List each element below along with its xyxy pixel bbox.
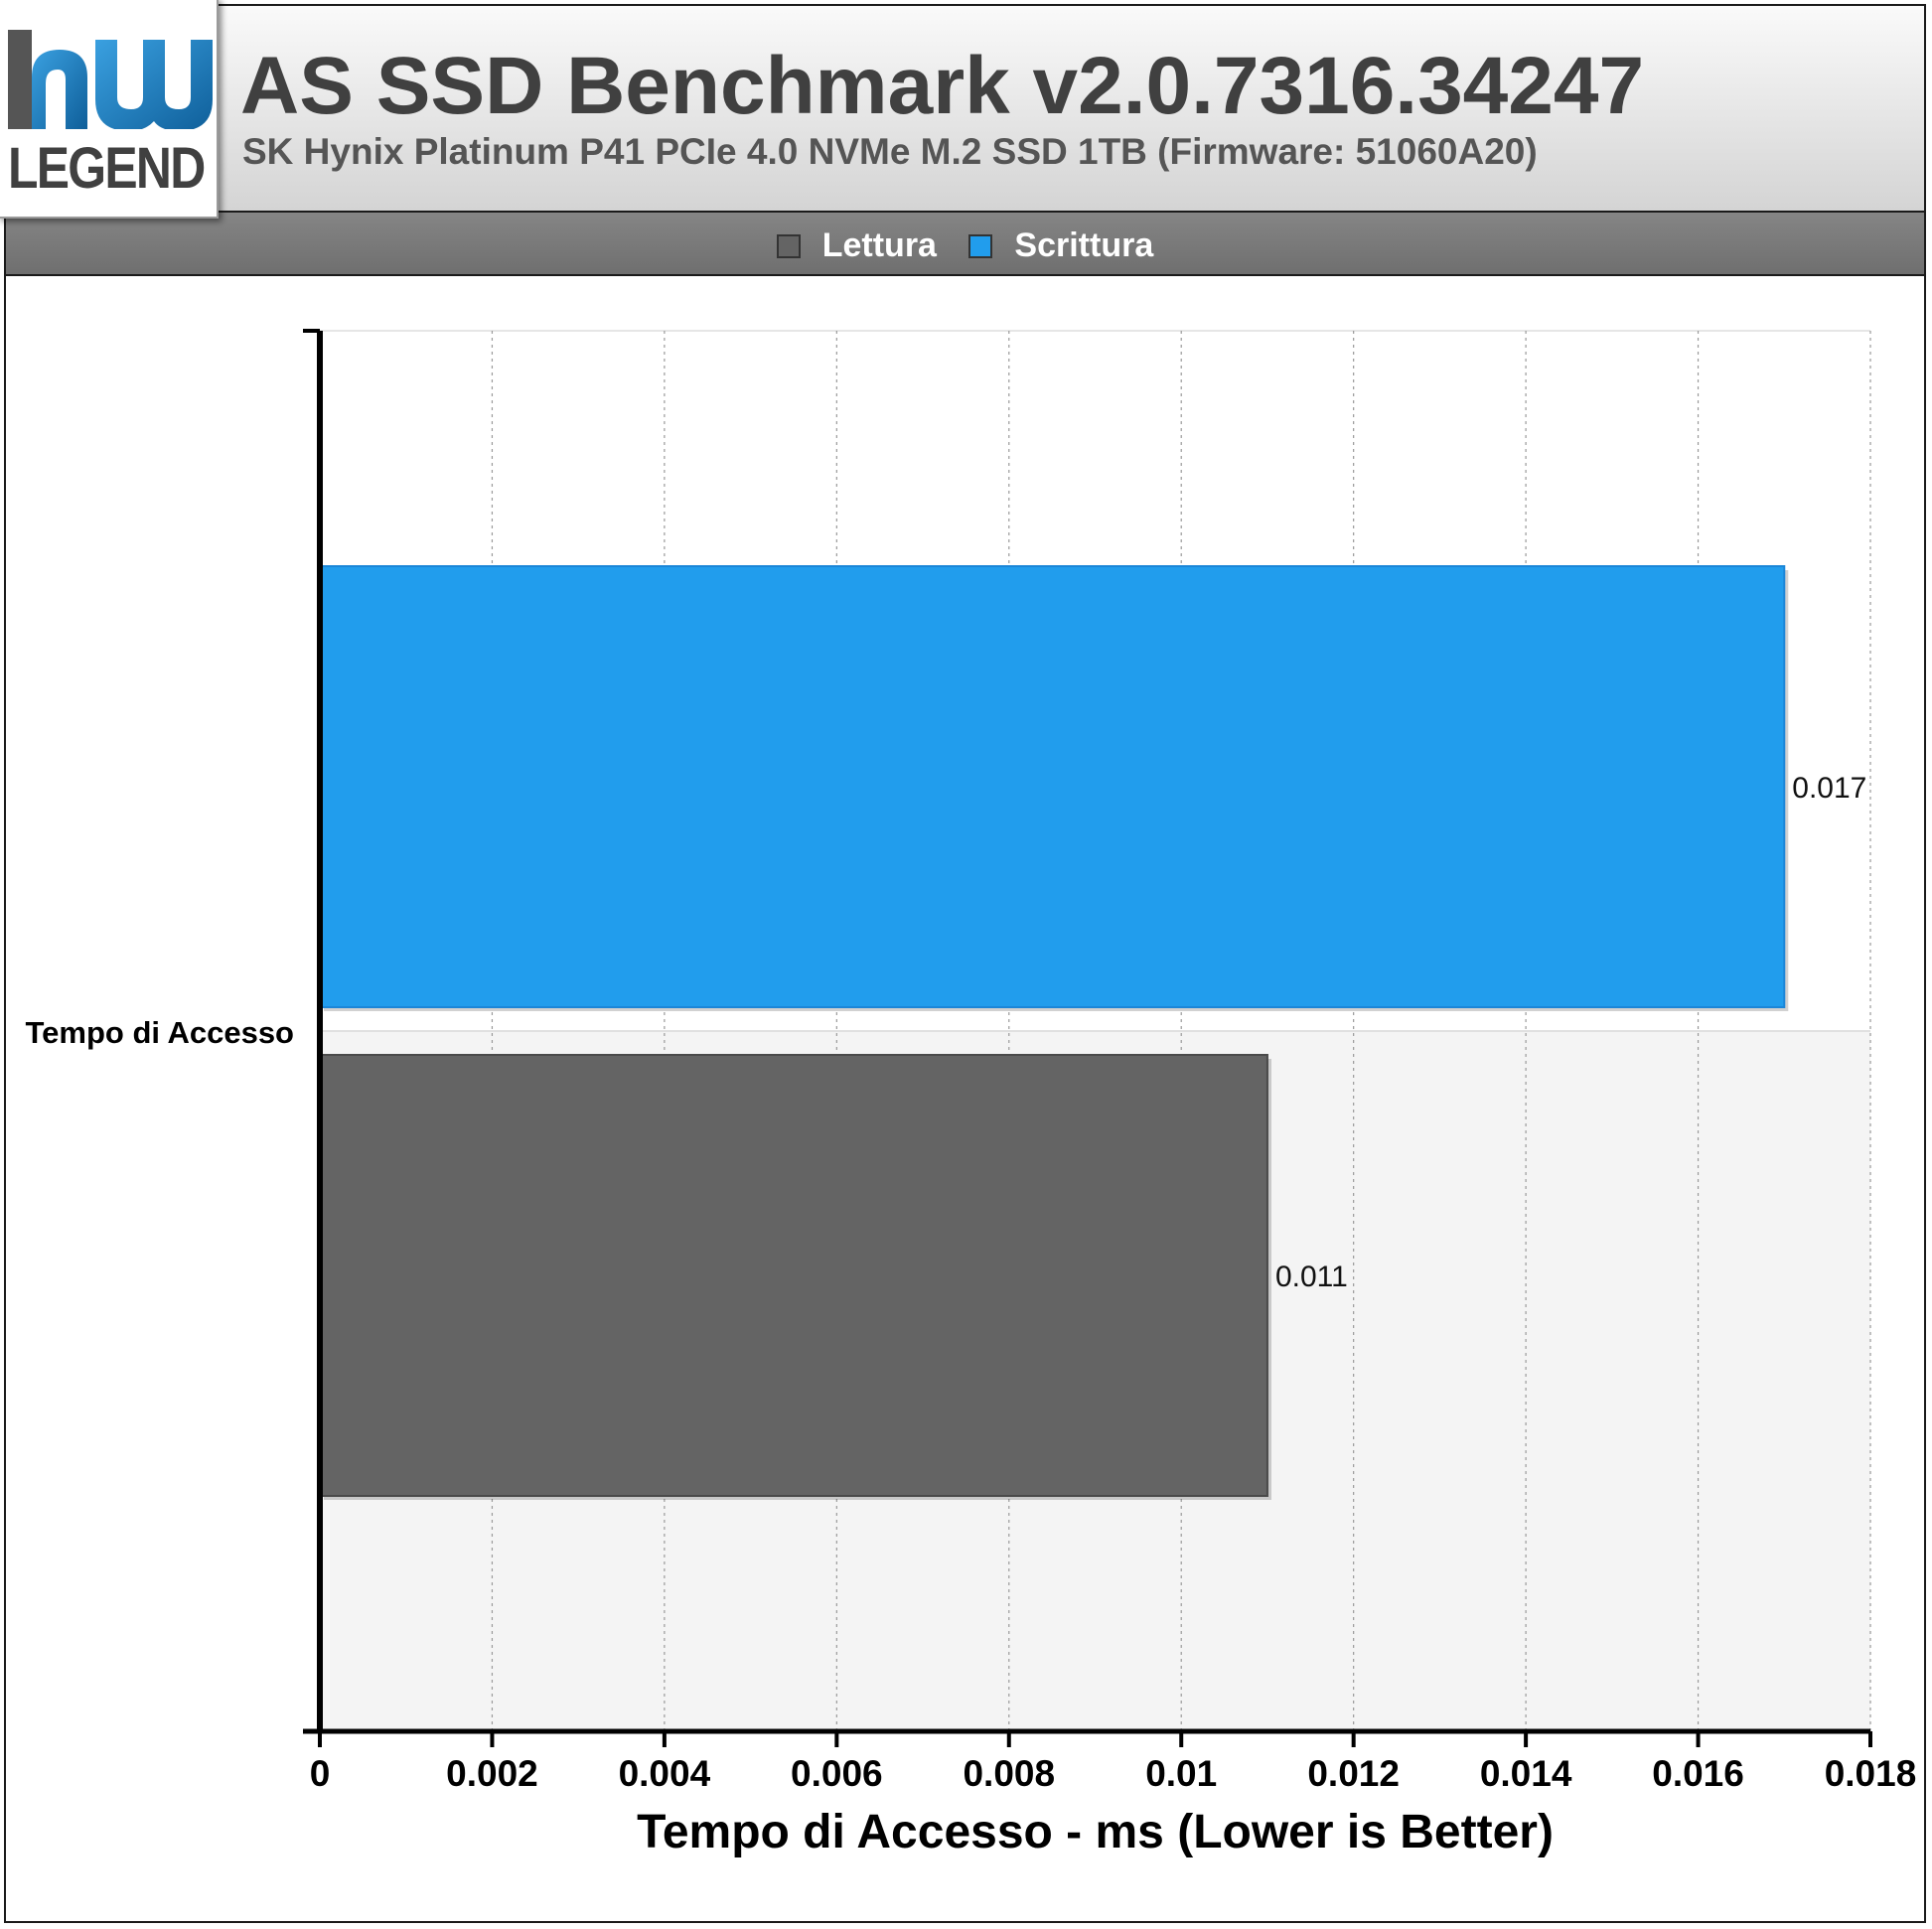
logo-text: LEGEND (8, 136, 206, 201)
x-tick-label: 0.008 (963, 1753, 1055, 1794)
legend-item-scrittura: Scrittura (968, 226, 1153, 265)
legend-bar: Lettura Scrittura (6, 213, 1924, 276)
bar-scrittura (319, 565, 1786, 1008)
data-label: 0.011 (1275, 1261, 1348, 1293)
x-tick-label: 0.002 (446, 1753, 538, 1794)
legend-label-scrittura: Scrittura (1014, 226, 1154, 264)
x-tick-label: 0.014 (1480, 1753, 1572, 1794)
legend-swatch-scrittura (968, 233, 993, 258)
chart-title: AS SSD Benchmark v2.0.7316.34247 (240, 41, 1645, 131)
logo-mark-icon (8, 30, 213, 131)
x-tick-label: 0.012 (1307, 1753, 1400, 1794)
x-tick-label: 0.004 (619, 1753, 711, 1794)
x-tick-label: 0 (310, 1753, 331, 1794)
x-tick-label: 0.006 (791, 1753, 883, 1794)
x-tick-label: 0.01 (1145, 1753, 1217, 1794)
data-label: 0.017 (1792, 772, 1866, 805)
bar-lettura (319, 1054, 1268, 1497)
hwlegend-logo: LEGEND (0, 0, 219, 219)
x-tick-label: 0.016 (1652, 1753, 1744, 1794)
legend-swatch-lettura (776, 233, 801, 258)
chart-header: AS SSD Benchmark v2.0.7316.34247 SK Hyni… (6, 6, 1924, 213)
legend-label-lettura: Lettura (821, 226, 937, 264)
x-tick-label: 0.018 (1825, 1753, 1917, 1794)
chart-subtitle: SK Hynix Platinum P41 PCIe 4.0 NVMe M.2 … (242, 131, 1538, 172)
x-axis-title: Tempo di Accesso - ms (Lower is Better) (637, 1806, 1554, 1858)
category-label: Tempo di Accesso (26, 1015, 294, 1050)
legend-item-lettura: Lettura (776, 226, 937, 265)
